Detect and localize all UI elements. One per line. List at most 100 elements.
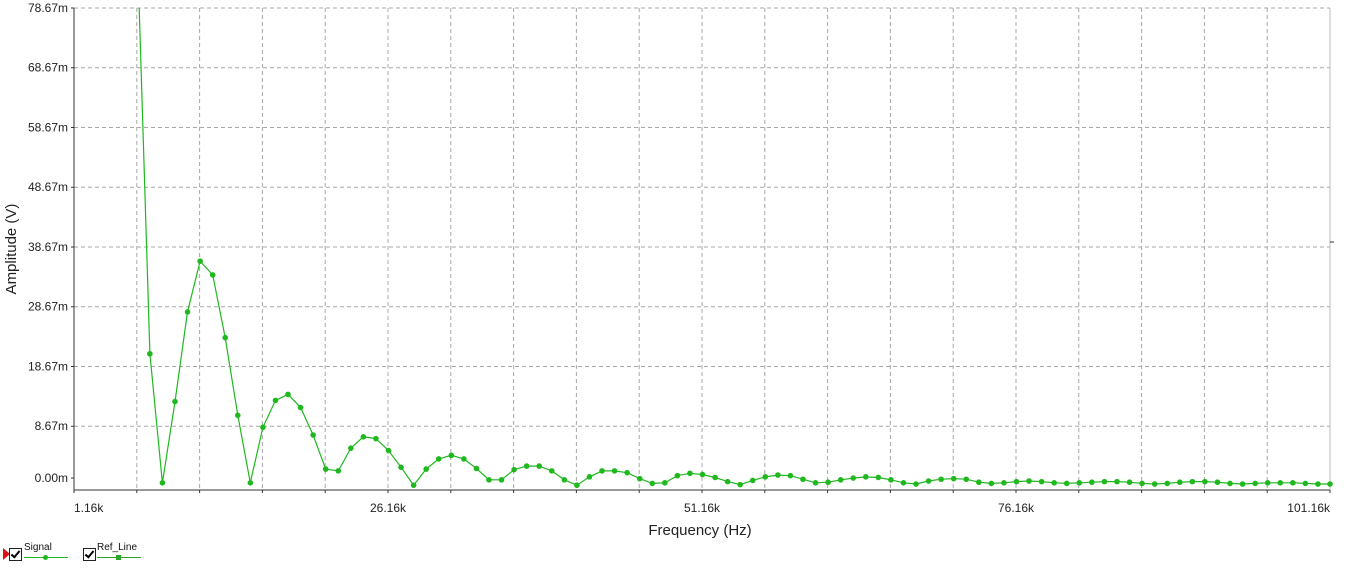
- data-point-signal: [900, 480, 907, 486]
- data-point-signal: [260, 424, 266, 431]
- y-axis-label: Amplitude (V): [3, 204, 20, 295]
- data-point-signal: [699, 471, 706, 478]
- data-point-signal: [775, 472, 781, 478]
- data-point-signal: [1001, 480, 1007, 486]
- data-point-signal: [1302, 480, 1309, 487]
- y-tick-label: 0.00m: [35, 471, 68, 485]
- legend-marker-square-icon: [116, 555, 121, 560]
- legend-checkbox-ref-line[interactable]: [83, 548, 96, 561]
- data-point-signal: [925, 478, 932, 484]
- data-point-signal: [687, 470, 693, 477]
- data-point-signal: [1214, 479, 1221, 486]
- data-point-signal: [938, 476, 944, 483]
- data-point-signal: [147, 350, 153, 357]
- data-point-signal: [1239, 481, 1246, 487]
- data-point-signal: [1101, 478, 1108, 485]
- legend: Signal Ref_Line: [0, 540, 400, 574]
- y-tick-label: 78.67m: [28, 1, 68, 15]
- data-point-signal: [1189, 478, 1196, 485]
- data-point-signal: [988, 480, 995, 487]
- data-point-signal: [335, 468, 342, 474]
- data-point-signal: [498, 477, 505, 483]
- legend-selection-marker: [3, 548, 10, 560]
- y-tick-label: 68.67m: [28, 61, 68, 75]
- legend-swatch-signal: [24, 555, 68, 560]
- data-point-signal: [1277, 480, 1284, 486]
- data-point-signal: [1013, 478, 1020, 485]
- y-tick-label: 8.67m: [35, 419, 68, 433]
- data-point-signal: [523, 463, 530, 469]
- data-point-signal: [1151, 481, 1158, 487]
- data-point-signal: [850, 475, 857, 481]
- data-point-signal: [1026, 478, 1032, 484]
- data-point-signal: [1327, 481, 1333, 487]
- data-point-signal: [348, 445, 354, 451]
- x-tick-label: 1.16k: [74, 501, 104, 515]
- data-point-signal: [636, 475, 643, 482]
- data-point-signal: [486, 477, 492, 483]
- x-tick-label: 51.16k: [684, 501, 721, 515]
- data-point-signal: [1089, 479, 1095, 486]
- axes: [71, 7, 1331, 493]
- data-point-signal: [272, 397, 279, 404]
- data-point-signal: [875, 474, 882, 481]
- x-tick-label: 101.16k: [1287, 501, 1331, 515]
- y-tick-label: 38.67m: [28, 240, 68, 254]
- data-point-signal: [825, 479, 831, 486]
- data-point-signal: [410, 482, 417, 489]
- data-point-signal: [197, 258, 203, 264]
- grid-lines: [73, 7, 1331, 490]
- data-point-signal: [297, 404, 304, 411]
- data-point-signal: [423, 466, 429, 472]
- data-point-signal: [963, 476, 970, 483]
- data-point-signal: [888, 477, 894, 483]
- data-point-signal: [1252, 480, 1258, 487]
- legend-label-signal: Signal: [24, 542, 52, 553]
- data-point-signal: [1202, 478, 1208, 485]
- data-point-signal: [322, 466, 329, 472]
- data-point-signal: [209, 272, 216, 278]
- data-point-signal: [837, 477, 844, 483]
- x-tick-label: 76.16k: [998, 501, 1035, 515]
- legend-checkbox-signal[interactable]: [9, 548, 22, 561]
- data-point-signal: [1164, 480, 1171, 487]
- data-point-signal: [247, 480, 254, 486]
- amplitude-chart: 0.00m 8.67m 18.67m 28.67m 38.67m 48.67m 58.67m…: [3, 1, 1334, 539]
- data-point-signal: [1176, 479, 1183, 486]
- data-point-signal: [611, 468, 618, 474]
- legend-swatch-ref-line: [97, 555, 141, 560]
- data-point-signal: [1114, 478, 1120, 485]
- series-layer: [138, 7, 1333, 489]
- data-point-signal: [385, 447, 392, 454]
- data-point-signal: [536, 463, 543, 469]
- data-point-signal: [310, 432, 316, 438]
- data-point-signal: [724, 478, 731, 485]
- data-point-signal: [787, 472, 794, 479]
- data-point-signal: [159, 480, 166, 486]
- data-point-signal: [373, 435, 379, 442]
- data-point-signal: [398, 464, 404, 471]
- data-point-signal: [548, 468, 555, 474]
- data-point-signal: [561, 477, 568, 483]
- data-point-signal: [812, 480, 819, 486]
- y-tick-label: 48.67m: [28, 180, 68, 194]
- data-point-signal: [737, 481, 743, 488]
- data-point-signal: [1315, 481, 1321, 487]
- x-axis-label: Frequency (Hz): [648, 522, 751, 539]
- data-point-signal: [1264, 480, 1271, 486]
- data-point-signal: [649, 480, 656, 487]
- data-point-signal: [800, 476, 806, 483]
- data-point-signal: [448, 452, 455, 459]
- data-point-signal: [862, 474, 869, 480]
- data-point-signal: [749, 477, 756, 484]
- data-point-signal: [360, 434, 367, 440]
- legend-marker-dot-icon: [43, 555, 48, 560]
- data-point-signal: [172, 398, 178, 405]
- data-point-signal: [1290, 480, 1296, 486]
- data-point-signal: [1076, 480, 1083, 486]
- data-point-signal: [950, 475, 957, 482]
- data-point-signal: [1063, 480, 1070, 487]
- legend-label-ref-line: Ref_Line: [97, 542, 138, 553]
- y-tick-label: 28.67m: [28, 300, 68, 314]
- data-point-signal: [662, 480, 668, 486]
